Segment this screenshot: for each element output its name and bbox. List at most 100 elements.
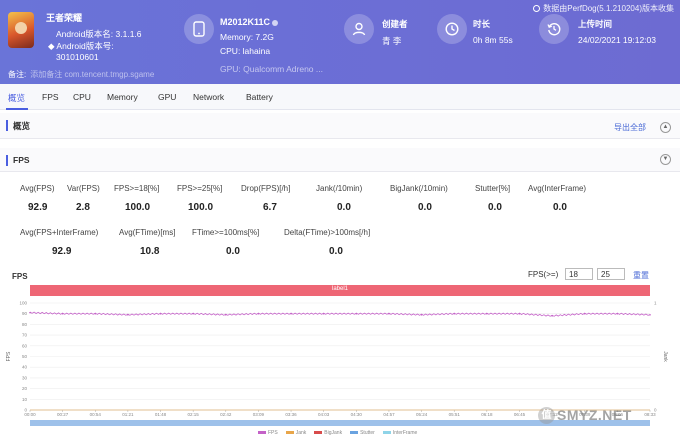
timeline-scrollbar[interactable]: [30, 420, 650, 426]
data-point: [94, 312, 97, 315]
data-point: [420, 313, 423, 316]
x-tick-label: 06:18: [481, 412, 493, 417]
y-tick-label: 60: [22, 343, 28, 348]
collapse-icon[interactable]: ▼: [660, 154, 671, 165]
timeline-range[interactable]: [30, 420, 650, 426]
note[interactable]: 备注: 添加备注 com.tencent.tmgp.sgame: [8, 69, 154, 80]
x-tick-label: 01:21: [122, 412, 134, 417]
app-name: 王者荣耀: [46, 13, 83, 23]
tab-memory[interactable]: Memory: [107, 92, 138, 102]
stat-label: FTime>=100ms[%]: [192, 228, 260, 237]
legend-label[interactable]: Stutter: [360, 430, 375, 436]
stat-value: 2.8: [76, 202, 90, 213]
question-icon[interactable]: [533, 5, 541, 12]
creator-value: 青 李: [382, 36, 402, 46]
chart-legend: FPS Jank BigJank Stutter InterFrame: [250, 430, 417, 436]
overview-section-header: 概览 导出全部 ▲: [0, 113, 680, 139]
data-point: [224, 313, 227, 316]
fps-threshold-input-1[interactable]: [565, 268, 593, 280]
x-tick-label: 04:03: [318, 412, 330, 417]
fps-title: FPS: [13, 155, 30, 165]
legend-swatch: [285, 431, 294, 435]
tab-network[interactable]: Network: [193, 92, 225, 102]
data-point: [355, 312, 358, 315]
data-point: [388, 312, 390, 315]
note-label: 备注:: [8, 70, 27, 79]
fps-section-header: FPS ▼: [0, 148, 680, 172]
duration-label: 时长: [473, 19, 491, 29]
tab-fps[interactable]: FPS: [42, 92, 59, 102]
fps-filter-label: FPS(>=): [528, 270, 559, 279]
collapse-icon[interactable]: ▲: [660, 122, 671, 133]
phone-icon: [184, 14, 214, 44]
y-axis-label: FPS: [6, 351, 12, 361]
x-tick-label: 00:00: [24, 412, 36, 417]
data-point: [192, 312, 194, 315]
tab-gpu[interactable]: GPU: [158, 92, 177, 102]
stat-label: Drop(FPS)[/h]: [241, 184, 291, 193]
android-version-name: Android版本名: 3.1.1.6: [56, 29, 142, 39]
export-all-link[interactable]: 导出全部: [614, 123, 646, 132]
x-tick-label: 05:24: [416, 412, 428, 417]
report-header: 王者荣耀 Android版本名: 3.1.1.6 ◆ Android版本号: 3…: [0, 0, 680, 84]
data-point: [127, 313, 129, 316]
y-tick-label: 40: [22, 365, 28, 370]
x-tick-label: 06:45: [514, 412, 526, 417]
clock-icon: [437, 14, 467, 44]
y-tick-label: 70: [22, 333, 28, 338]
legend-swatch: [382, 431, 391, 435]
tab-cpu[interactable]: CPU: [73, 92, 91, 102]
stat-label: BigJank(/10min): [390, 184, 448, 193]
history-icon: [539, 14, 569, 44]
legend-label[interactable]: Jank: [295, 430, 307, 436]
data-point: [61, 312, 64, 315]
x-tick-label: 00:54: [90, 412, 102, 417]
note-value[interactable]: 添加备注 com.tencent.tmgp.sgame: [30, 70, 155, 79]
stat-label: Avg(FPS): [20, 184, 55, 193]
stat-value: 100.0: [125, 202, 151, 213]
legend-label[interactable]: InterFrame: [392, 430, 418, 436]
tab-battery[interactable]: Battery: [246, 92, 273, 102]
stat-label: Avg(FTime)[ms]: [119, 228, 176, 237]
right-axis-label: Jank: [662, 351, 668, 362]
device-memory: Memory: 7.2G: [220, 32, 274, 42]
right-tick-label: 0: [654, 408, 657, 413]
section-marker: [6, 155, 8, 166]
stat-value: 0.0: [418, 202, 432, 213]
tab-overview[interactable]: 概览: [8, 93, 26, 103]
y-tick-label: 0: [24, 408, 27, 413]
stat-label: FPS>=25[%]: [177, 184, 223, 193]
creator-label: 创建者: [382, 19, 408, 29]
stat-value: 0.0: [553, 202, 567, 213]
duration-value: 0h 8m 55s: [473, 35, 513, 45]
data-point: [29, 311, 31, 314]
data-point: [290, 312, 292, 315]
y-tick-label: 100: [19, 301, 27, 306]
android-version-code-label: ◆ Android版本号:: [48, 41, 114, 51]
label-bar-text: label1: [331, 286, 348, 292]
stat-value: 0.0: [488, 202, 502, 213]
x-tick-label: 00:27: [57, 412, 69, 417]
stat-value: 6.7: [263, 202, 277, 213]
stat-value: 0.0: [337, 202, 351, 213]
watermark-badge: 值: [538, 407, 555, 424]
x-tick-label: 03:09: [253, 412, 265, 417]
data-point: [518, 312, 521, 315]
right-tick-label: 1: [654, 301, 657, 306]
stat-value: 100.0: [188, 202, 214, 213]
legend-label[interactable]: BigJank: [324, 430, 343, 436]
reset-link[interactable]: 重置: [633, 271, 649, 280]
stat-label: Avg(FPS+InterFrame): [20, 228, 99, 237]
android-version-code: 301010601: [56, 52, 99, 62]
fps-threshold-input-2[interactable]: [597, 268, 625, 280]
y-tick-label: 50: [22, 354, 28, 359]
upload-time-label: 上传时间: [578, 19, 613, 29]
label-bar[interactable]: label1: [30, 285, 650, 296]
data-point: [257, 312, 260, 315]
info-icon[interactable]: [272, 19, 279, 26]
y-tick-label: 30: [22, 375, 28, 380]
data-point: [616, 312, 619, 315]
x-tick-label: 03:36: [285, 412, 297, 417]
legend-label[interactable]: FPS: [268, 430, 278, 436]
legend-swatch: [258, 431, 266, 435]
